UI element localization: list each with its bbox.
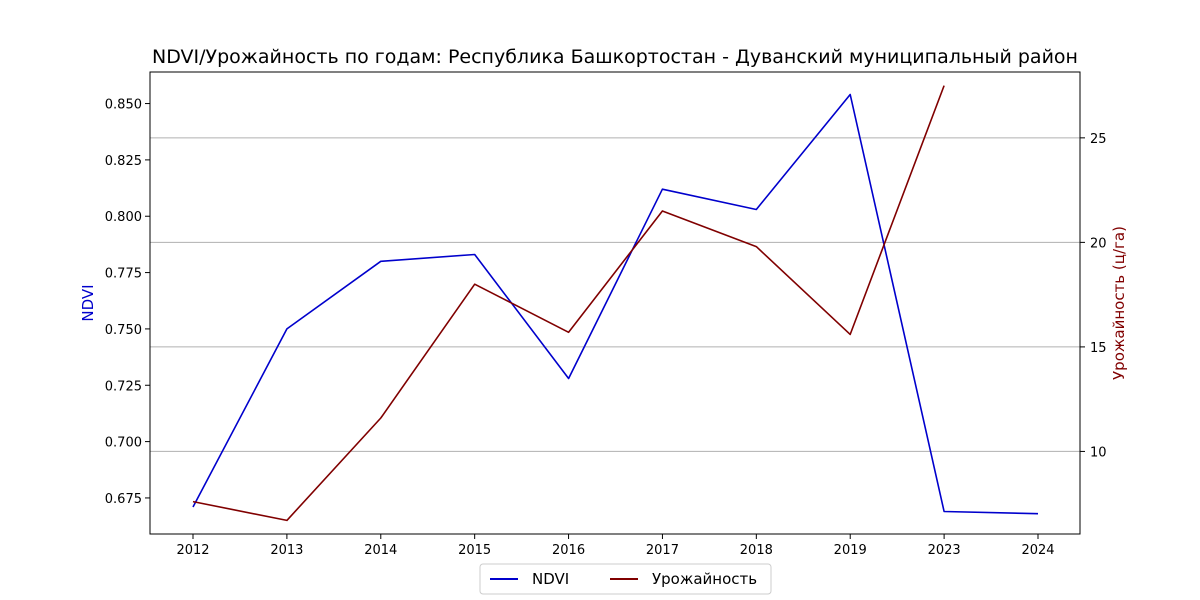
x-tick-label: 2023 xyxy=(928,543,961,558)
y-right-tick-label: 10 xyxy=(1090,445,1107,460)
y-left-tick-label: 0.825 xyxy=(105,154,142,169)
y-right-tick-label: 20 xyxy=(1090,236,1107,251)
y-left-tick-label: 0.850 xyxy=(105,98,142,113)
y-axis-right-label: Урожайность (ц/га) xyxy=(1110,226,1128,380)
legend-label-ndvi: NDVI xyxy=(532,570,569,588)
y-left-tick-label: 0.800 xyxy=(105,210,142,225)
x-tick-label: 2013 xyxy=(270,543,303,558)
series-line-ndvi xyxy=(192,93,1039,515)
y-right-tick-label: 15 xyxy=(1090,341,1107,356)
grid-layer xyxy=(150,137,1080,452)
y-left-tick-label: 0.750 xyxy=(105,323,142,338)
x-tick-label: 2014 xyxy=(364,543,397,558)
y-axis-left-label: NDVI xyxy=(79,284,97,321)
series-layer xyxy=(192,85,1039,522)
chart-title: NDVI/Урожайность по годам: Республика Ба… xyxy=(152,46,1078,68)
x-tick-label: 2012 xyxy=(176,543,209,558)
x-tick-label: 2024 xyxy=(1021,543,1054,558)
x-tick-label: 2016 xyxy=(552,543,585,558)
legend-label-yield: Урожайность xyxy=(652,570,757,588)
y-axis-right: 10 15 20 25 xyxy=(1080,132,1107,460)
x-tick-label: 2017 xyxy=(646,543,679,558)
plot-area-frame xyxy=(149,71,1081,535)
y-left-tick-label: 0.725 xyxy=(105,379,142,394)
x-axis: 2012 2013 2014 2015 2016 2017 2018 2019 2023 2024 xyxy=(176,534,1055,558)
y-right-tick-label: 25 xyxy=(1090,132,1107,147)
series-line-yield xyxy=(192,85,945,522)
y-axis-left: 0.675 0.700 0.725 0.750 0.775 0.800 0.825 0.850 xyxy=(105,98,150,507)
y-left-tick-label: 0.700 xyxy=(105,436,142,451)
legend: NDVI Урожайность xyxy=(479,563,772,595)
x-tick-label: 2015 xyxy=(458,543,491,558)
x-tick-label: 2019 xyxy=(834,543,867,558)
x-tick-label: 2018 xyxy=(740,543,773,558)
y-left-tick-label: 0.675 xyxy=(105,492,142,507)
y-left-tick-label: 0.775 xyxy=(105,267,142,282)
